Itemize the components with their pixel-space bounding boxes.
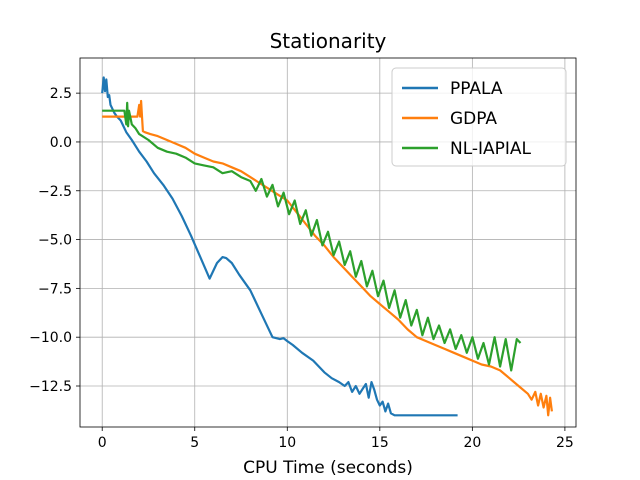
legend: PPALA GDPA NL-IAPIAL	[391, 67, 567, 167]
ticks: 0 5 10 15 20 25 2.5 0.0 −2.5 −5.0 −7.5 −10.0 −12.5	[29, 86, 574, 451]
y-tick-label: 0.0	[50, 135, 72, 151]
legend-box	[391, 67, 567, 167]
x-tick-label: 0	[98, 435, 107, 451]
series-line-gdpa	[102, 99, 553, 417]
x-tick-label: 25	[556, 435, 574, 451]
x-tick-label: 5	[190, 435, 199, 451]
legend-label-ppala: PPALA	[450, 79, 503, 99]
x-tick-label: 20	[463, 435, 481, 451]
y-tick-label: −12.5	[29, 379, 72, 395]
chart-title: Stationarity	[270, 29, 387, 53]
x-tick-label: 15	[371, 435, 389, 451]
legend-label-nl-iapial: NL-IAPIAL	[450, 139, 532, 159]
y-tick-label: −2.5	[38, 184, 72, 200]
y-tick-label: −5.0	[38, 233, 72, 249]
y-tick-label: −7.5	[38, 281, 72, 297]
x-tick-label: 10	[278, 435, 296, 451]
axes-frame	[79, 57, 577, 428]
series-line-ppala	[101, 76, 458, 417]
plot-lines	[101, 76, 553, 417]
legend-label-gdpa: GDPA	[450, 109, 497, 129]
y-tick-label: 2.5	[50, 86, 72, 102]
x-axis-label: CPU Time (seconds)	[243, 458, 413, 478]
y-tick-label: −10.0	[29, 330, 72, 346]
series-line-nl-iapial	[102, 101, 522, 372]
